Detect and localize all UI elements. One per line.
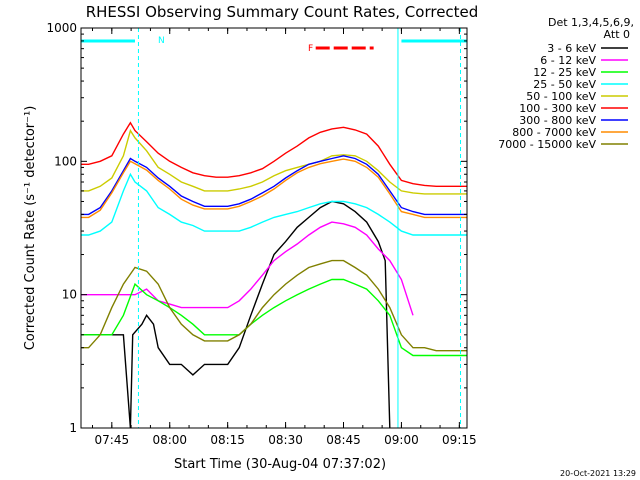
series-line-5 bbox=[81, 121, 467, 187]
y-tick-label: 1000 bbox=[46, 21, 77, 35]
footer-timestamp: 20-Oct-2021 13:29 bbox=[560, 469, 636, 478]
x-tick-label: 09:00 bbox=[384, 433, 419, 447]
series-line-0 bbox=[81, 200, 391, 428]
series-line-7 bbox=[81, 158, 467, 219]
x-axis-label: Start Time (30-Aug-04 07:37:02) bbox=[174, 457, 386, 472]
legend-label: 300 - 800 keV bbox=[519, 114, 596, 127]
x-tick-label: 08:15 bbox=[210, 433, 245, 447]
legend-label: 800 - 7000 keV bbox=[512, 126, 596, 139]
x-axis: 07:45 08:00 08:15 08:30 08:45 09:00 09:15 bbox=[92, 28, 477, 447]
x-tick-label: 07:45 bbox=[95, 433, 130, 447]
legend-label: 100 - 300 keV bbox=[519, 102, 596, 115]
x-tick-label: 08:45 bbox=[326, 433, 361, 447]
legend-label: 12 - 25 keV bbox=[533, 66, 596, 79]
series-line-3 bbox=[81, 172, 467, 236]
y-tick-label: 1 bbox=[69, 421, 77, 435]
night-label: N bbox=[158, 36, 165, 46]
y-tick-label: 100 bbox=[54, 154, 77, 168]
plot-frame bbox=[80, 27, 468, 429]
series-line-4 bbox=[81, 128, 467, 195]
y-tick-label: 10 bbox=[62, 288, 77, 302]
legend-header-line-2: Att 0 bbox=[604, 28, 630, 41]
series-layer bbox=[81, 121, 467, 428]
chart-title: RHESSI Observing Summary Count Rates, Co… bbox=[86, 3, 479, 21]
y-axis: 1 10 100 1000 bbox=[46, 21, 467, 435]
legend-header-line-1: Det 1,3,4,5,6,9, bbox=[548, 16, 634, 29]
x-tick-label: 08:00 bbox=[152, 433, 187, 447]
x-tick-label: 09:15 bbox=[442, 433, 477, 447]
legend-label: 25 - 50 keV bbox=[533, 78, 596, 91]
legend-label: 50 - 100 keV bbox=[526, 90, 596, 103]
series-line-6 bbox=[81, 155, 467, 216]
legend-label: 7000 - 15000 keV bbox=[498, 138, 596, 151]
marker-layer bbox=[81, 28, 467, 428]
legend-label: 3 - 6 keV bbox=[547, 42, 596, 55]
x-tick-label: 08:30 bbox=[268, 433, 303, 447]
series-line-2 bbox=[81, 278, 467, 357]
series-line-8 bbox=[81, 259, 467, 352]
series-line-1 bbox=[81, 221, 414, 316]
flare-label: F bbox=[308, 44, 313, 54]
legend-label: 6 - 12 keV bbox=[540, 54, 596, 67]
y-axis-label: Corrected Count Rate (s⁻¹ detector⁻¹) bbox=[23, 106, 38, 351]
